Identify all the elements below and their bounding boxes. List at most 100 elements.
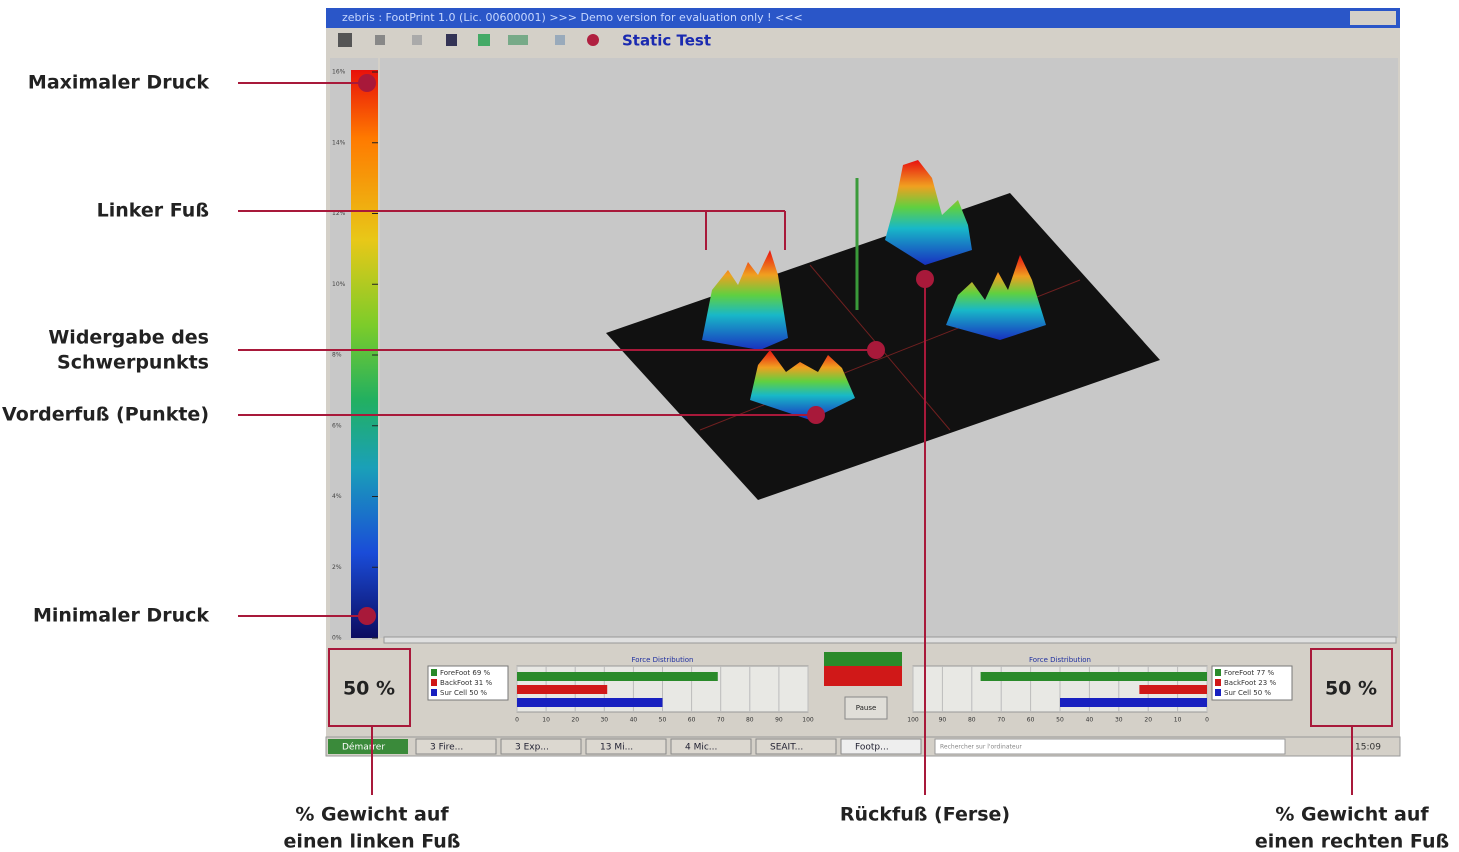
callout-label: einen rechten Fuß — [1255, 831, 1449, 852]
pressure-peak — [885, 160, 972, 265]
tick-label: 100 — [802, 717, 814, 724]
tick-label: 0 — [1205, 717, 1209, 724]
scale-label: 0% — [332, 635, 342, 642]
tick-label: 20 — [571, 717, 579, 724]
annotations: Maximaler Druck Linker Fuß Widergabe des Sc… — [2, 72, 1449, 852]
tick-label: 30 — [600, 717, 608, 724]
legend-swatch — [431, 679, 437, 686]
tool-icon[interactable] — [508, 35, 528, 45]
callout-label: Minimaler Druck — [33, 605, 209, 627]
scale-label: 14% — [332, 139, 346, 146]
task-button[interactable] — [500, 738, 582, 755]
tick-label: 70 — [997, 717, 1005, 724]
tool-icon[interactable] — [338, 33, 352, 47]
callout-label: Vorderfuß (Punkte) — [2, 404, 209, 426]
legend-swatch — [1215, 669, 1221, 676]
window-title: zebris : FootPrint 1.0 (Lic. 00600001) >… — [342, 11, 803, 24]
title-bar — [326, 8, 1400, 28]
task-button[interactable] — [755, 738, 837, 755]
pressure-peak — [946, 255, 1046, 340]
force-bar — [1139, 685, 1207, 694]
clock: 15:09 — [1355, 743, 1381, 753]
legend-box — [1211, 665, 1293, 701]
legend-label: Sur Cell 50 % — [1224, 689, 1271, 697]
scale-label: 4% — [332, 493, 342, 500]
callout-label: % Gewicht auf — [295, 804, 449, 826]
callout-dot — [916, 270, 934, 288]
legend-label: ForeFoot 69 % — [440, 669, 491, 677]
search-box[interactable] — [934, 738, 1286, 755]
tick-label: 90 — [939, 717, 947, 724]
pressure-peak — [750, 350, 855, 420]
tool-icon[interactable] — [587, 34, 599, 46]
scale-label: 6% — [332, 422, 342, 429]
search-placeholder[interactable]: Rechercher sur l'ordinateur — [940, 744, 1022, 751]
weight-box — [1314, 652, 1388, 722]
taskbar-items: Démarrer 3 Fire... 3 Exp... 13 Mi... 4 Mic..… — [328, 738, 1381, 755]
pause-button[interactable] — [844, 696, 888, 720]
task-label[interactable]: 13 Mi... — [600, 743, 633, 753]
task-button[interactable] — [585, 738, 667, 755]
tick-label: 90 — [775, 717, 783, 724]
task-label[interactable]: 3 Exp... — [515, 743, 549, 753]
window-buttons[interactable] — [1350, 11, 1396, 25]
toolbar: Static Test — [338, 32, 711, 50]
task-button[interactable] — [840, 738, 922, 755]
callout-label: einen linken Fuß — [284, 831, 461, 852]
tick-label: 50 — [1056, 717, 1064, 724]
tool-icon[interactable] — [375, 35, 385, 45]
callout-box — [328, 648, 411, 727]
tick-label: 40 — [1086, 717, 1094, 724]
task-button[interactable] — [670, 738, 752, 755]
start-button[interactable] — [328, 739, 408, 754]
weight-value: 50 % — [1325, 678, 1377, 700]
task-label[interactable]: SEAIT... — [770, 743, 803, 753]
panel-heading: Force Distribution — [631, 656, 693, 664]
tick-label: 0 — [515, 717, 519, 724]
force-bar — [517, 672, 718, 681]
legend-swatch — [1215, 679, 1221, 686]
feet-icon — [824, 652, 902, 666]
toolbar-label: Static Test — [622, 32, 711, 50]
panel-heading: Force Distribution — [1029, 656, 1091, 664]
scale-label: 10% — [332, 281, 346, 288]
scrollbar[interactable] — [383, 636, 1397, 644]
start-label[interactable]: Démarrer — [342, 742, 385, 753]
task-label[interactable]: 4 Mic... — [685, 743, 717, 753]
callout-dot — [867, 341, 885, 359]
force-bar — [517, 698, 663, 707]
callout-label: Rückfuß (Ferse) — [840, 804, 1010, 826]
tool-icon[interactable] — [478, 34, 490, 46]
callout-label: % Gewicht auf — [1275, 804, 1429, 826]
callout-dot — [358, 607, 376, 625]
scale-label: 16% — [332, 69, 346, 76]
legend-swatch — [431, 669, 437, 676]
tool-icon[interactable] — [446, 34, 457, 46]
tool-icon[interactable] — [555, 35, 565, 45]
tick-label: 60 — [688, 717, 696, 724]
task-button[interactable] — [415, 738, 497, 755]
legend-box — [427, 665, 509, 701]
scale-label: 2% — [332, 564, 342, 571]
weight-value: 50 % — [343, 678, 395, 700]
callout-label: Schwerpunkts — [57, 352, 209, 374]
legend-label: ForeFoot 77 % — [1224, 669, 1275, 677]
tick-label: 60 — [1027, 717, 1035, 724]
tick-label: 40 — [630, 717, 638, 724]
legend-label: Sur Cell 50 % — [440, 689, 487, 697]
legend-label: BackFoot 31 % — [440, 679, 492, 687]
tool-icon[interactable] — [412, 35, 422, 45]
task-label[interactable]: Footp... — [855, 743, 889, 753]
force-bar — [980, 672, 1207, 681]
tick-label: 100 — [907, 717, 919, 724]
button-label[interactable]: Pause — [856, 704, 877, 712]
tick-label: 10 — [542, 717, 550, 724]
color-scale — [351, 70, 378, 638]
scale-labels: 16% 14% 12% 10% 8% 6% 4% 2% 0% — [332, 69, 378, 642]
task-label[interactable]: 3 Fire... — [430, 743, 463, 753]
force-bar — [1060, 698, 1207, 707]
tick-label: 30 — [1115, 717, 1123, 724]
legend-swatch — [431, 689, 437, 696]
tick-label: 20 — [1144, 717, 1152, 724]
